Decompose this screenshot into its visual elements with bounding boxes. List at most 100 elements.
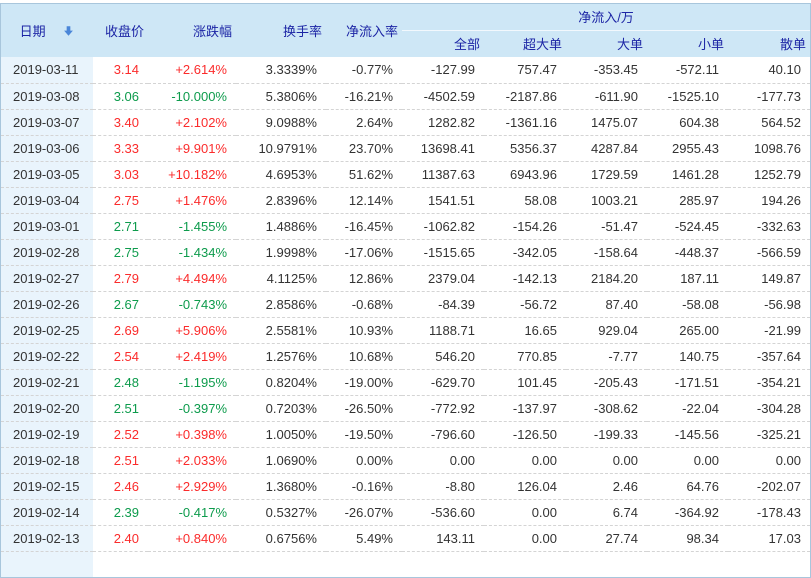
cell-retail: -325.21 (728, 420, 810, 447)
cell-retail: -202.07 (728, 472, 810, 499)
cell-date: 2019-02-21 (1, 368, 93, 395)
cell-super-large: 126.04 (484, 472, 566, 499)
cell-inflow-rate: 51.62% (326, 160, 402, 187)
cell-close: 2.75 (93, 238, 148, 265)
cell-turnover: 9.0988% (236, 108, 326, 135)
cell-date: 2019-02-18 (1, 446, 93, 473)
col-header-large[interactable]: 大单 (566, 30, 647, 57)
cell-retail: -354.21 (728, 368, 810, 395)
cell-close: 2.67 (93, 290, 148, 317)
cell-turnover: 1.9998% (236, 238, 326, 265)
cell-change: +0.840% (148, 524, 236, 551)
cell-change: -1.434% (148, 238, 236, 265)
cell-close: 2.48 (93, 368, 148, 395)
cell-change: +2.614% (175, 62, 227, 78)
cell-super-large: 770.85 (484, 342, 566, 369)
col-header-date[interactable]: 日期 (1, 4, 93, 57)
cell-inflow-rate: -16.45% (326, 212, 402, 239)
cell-close: 2.69 (93, 316, 148, 343)
cell-all: 1541.51 (402, 186, 484, 213)
cell-change: +2.929% (148, 472, 236, 499)
cell-small: 2955.43 (647, 134, 728, 161)
cell-small: 604.38 (647, 108, 728, 135)
cell-all (402, 550, 484, 577)
col-header-close[interactable]: 收盘价 (93, 4, 148, 57)
cell-all: -629.70 (402, 368, 484, 395)
cell-small: 98.34 (647, 524, 728, 551)
cell-all: -536.60 (402, 498, 484, 525)
cell-date: 2019-03-06 (1, 134, 93, 161)
cell-inflow-rate: -19.00% (326, 368, 402, 395)
cell-change (148, 550, 236, 577)
cell-turnover: 1.4886% (236, 212, 326, 239)
cell-retail: -304.28 (728, 394, 810, 421)
cell-large: 1475.07 (566, 108, 647, 135)
cell-retail: -332.63 (728, 212, 810, 239)
cell-retail (728, 550, 810, 577)
cell-large: 1003.21 (566, 186, 647, 213)
cell-large: -353.45 (593, 62, 638, 78)
cell-turnover: 10.9791% (236, 134, 326, 161)
table-row: 2019-02-22 2.54 +2.419% 1.2576% 10.68% 546.20… (1, 342, 810, 369)
cell-date: 2019-02-27 (1, 264, 93, 291)
table-row: 2019-02-25 2.69 +5.906% 2.5581% 10.93% 1188.7… (1, 316, 810, 343)
cell-retail: 149.87 (728, 264, 810, 291)
cell-all: 13698.41 (402, 134, 484, 161)
cell-inflow-rate: 10.68% (326, 342, 402, 369)
cell-date (1, 550, 93, 577)
col-header-turnover[interactable]: 换手率 (236, 4, 326, 57)
cell-large: 6.74 (566, 498, 647, 525)
col-header-super-large[interactable]: 超大单 (484, 30, 566, 57)
cell-inflow-rate: 12.86% (326, 264, 402, 291)
cell-turnover: 4.6953% (236, 160, 326, 187)
col-header-inflow-rate[interactable]: 净流入率 (326, 4, 402, 57)
cell-all: -772.92 (402, 394, 484, 421)
cell-large: 4287.84 (566, 134, 647, 161)
cell-turnover (236, 550, 326, 577)
cell-inflow-rate: 5.49% (326, 524, 402, 551)
cell-close (93, 550, 148, 577)
cell-turnover: 0.5327% (236, 498, 326, 525)
col-header-small[interactable]: 小单 (647, 30, 728, 57)
cell-super-large: 0.00 (484, 498, 566, 525)
cell-large: -611.90 (566, 82, 647, 109)
cell-large: 27.74 (566, 524, 647, 551)
table-row: 2019-03-07 3.40 +2.102% 9.0988% 2.64% 1282.82… (1, 108, 810, 135)
cell-change: -1.455% (148, 212, 236, 239)
cell-super-large: 5356.37 (484, 134, 566, 161)
cell-large: -199.33 (566, 420, 647, 447)
cell-inflow-rate: 0.00% (326, 446, 402, 473)
cell-retail: 1098.76 (728, 134, 810, 161)
cell-small: 285.97 (647, 186, 728, 213)
cell-close: 3.40 (93, 108, 148, 135)
cell-all: 143.11 (402, 524, 484, 551)
cell-small: 64.76 (647, 472, 728, 499)
cell-small (647, 550, 728, 577)
cell-turnover: 3.3339% (265, 62, 317, 78)
cell-change: -0.397% (148, 394, 236, 421)
cell-large: -7.77 (566, 342, 647, 369)
cell-all: 1188.71 (402, 316, 484, 343)
table-header: 日期 收盘价 涨跌幅 换手率 净流入率 净流入/万 全部 超大单 大单 小单 (1, 4, 810, 57)
cell-super-large: -142.13 (484, 264, 566, 291)
table-row: 2019-02-26 2.67 -0.743% 2.8586% -0.68% -84.39… (1, 290, 810, 317)
cell-large: -51.47 (566, 212, 647, 239)
col-header-retail[interactable]: 散单 (728, 30, 810, 57)
cell-inflow-rate: -0.77% (351, 62, 393, 78)
cell-all: 546.20 (402, 342, 484, 369)
cell-change: -0.743% (148, 290, 236, 317)
col-header-all[interactable]: 全部 (402, 30, 484, 57)
cell-retail: 564.52 (728, 108, 810, 135)
cell-inflow-rate: -26.50% (326, 394, 402, 421)
cell-change: +1.476% (148, 186, 236, 213)
cell-turnover: 2.8586% (236, 290, 326, 317)
cell-small: 187.11 (647, 264, 728, 291)
table-row: 2019-03-05 3.03 +10.182% 4.6953% 51.62% 11387… (1, 160, 810, 187)
col-header-change[interactable]: 涨跌幅 (148, 4, 236, 57)
sort-descending-icon[interactable] (63, 25, 74, 40)
cell-close: 2.51 (93, 394, 148, 421)
cell-inflow-rate: -16.21% (326, 82, 402, 109)
cell-super-large: 6943.96 (484, 160, 566, 187)
money-flow-table: 日期 收盘价 涨跌幅 换手率 净流入率 净流入/万 全部 超大单 大单 小单 (1, 4, 810, 577)
cell-super-large: -137.97 (484, 394, 566, 421)
